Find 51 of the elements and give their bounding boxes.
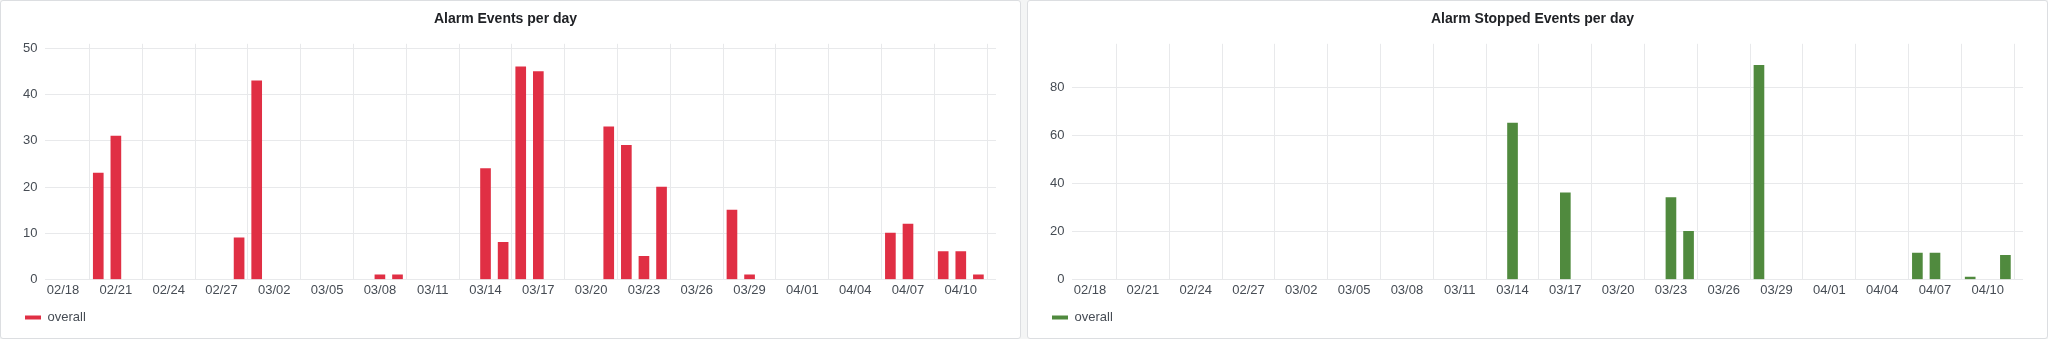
x-tick-label: 03/05 <box>1337 281 1371 297</box>
x-tick-label: 04/10 <box>1971 281 2005 297</box>
x-tick-label: 03/26 <box>1707 281 1741 297</box>
x-tick-label: 02/21 <box>99 281 133 297</box>
y-tick-label: 60 <box>1049 126 1065 142</box>
x-tick-label: 02/24 <box>1179 281 1212 297</box>
x-tick-label: 03/14 <box>1496 281 1529 297</box>
x-tick-label: 03/02 <box>1285 281 1318 297</box>
x-tick-label: 03/23 <box>627 281 661 297</box>
x-tick-label: 04/07 <box>891 281 925 297</box>
y-tick-label: 50 <box>22 40 38 55</box>
x-tick-label: 02/21 <box>1126 281 1160 297</box>
x-tick-label: 03/20 <box>1601 281 1635 297</box>
x-tick-label: 04/04 <box>1865 281 1899 297</box>
x-tick-label: 02/27 <box>1232 281 1265 297</box>
x-tick-label: 03/02 <box>258 281 291 297</box>
x-tick-label: 04/01 <box>786 281 819 297</box>
x-tick-label: 02/24 <box>152 281 185 297</box>
y-tick-label: 20 <box>22 178 38 194</box>
x-tick-label: 02/18 <box>1073 281 1107 297</box>
x-tick-label: 02/18 <box>46 281 80 297</box>
y-tick-label: 40 <box>1049 174 1065 190</box>
x-tick-label: 04/07 <box>1918 281 1952 297</box>
x-tick-label: 03/11 <box>416 281 449 297</box>
x-tick-label: 03/08 <box>1390 281 1424 297</box>
legend-label: overall <box>47 309 86 325</box>
x-tick-label: 03/23 <box>1654 281 1688 297</box>
x-tick-label: 03/05 <box>310 281 344 297</box>
x-tick-label: 03/29 <box>1760 281 1793 297</box>
y-tick-label: 0 <box>1057 270 1065 286</box>
x-tick-label: 04/04 <box>838 281 872 297</box>
x-tick-label: 03/11 <box>1443 281 1476 297</box>
y-tick-label: 20 <box>1049 222 1065 238</box>
x-tick-label: 02/27 <box>205 281 238 297</box>
y-tick-label: 80 <box>1049 78 1065 94</box>
y-tick-label: 30 <box>22 132 38 148</box>
legend-label: overall <box>1074 309 1113 325</box>
chart-title: Alarm Events per day <box>433 10 578 27</box>
x-tick-label: 03/20 <box>574 281 608 297</box>
x-tick-label: 03/17 <box>522 281 555 297</box>
x-tick-label: 03/08 <box>363 281 397 297</box>
x-tick-label: 03/17 <box>1549 281 1582 297</box>
x-tick-label: 03/14 <box>469 281 502 297</box>
x-tick-label: 03/26 <box>680 281 714 297</box>
x-tick-label: 03/29 <box>733 281 766 297</box>
x-tick-label: 04/10 <box>944 281 978 297</box>
x-tick-label: 04/01 <box>1813 281 1846 297</box>
y-tick-label: 10 <box>22 224 38 240</box>
y-tick-label: 0 <box>30 270 38 286</box>
chart-title: Alarm Stopped Events per day <box>1430 10 1635 27</box>
y-tick-label: 40 <box>22 86 38 102</box>
